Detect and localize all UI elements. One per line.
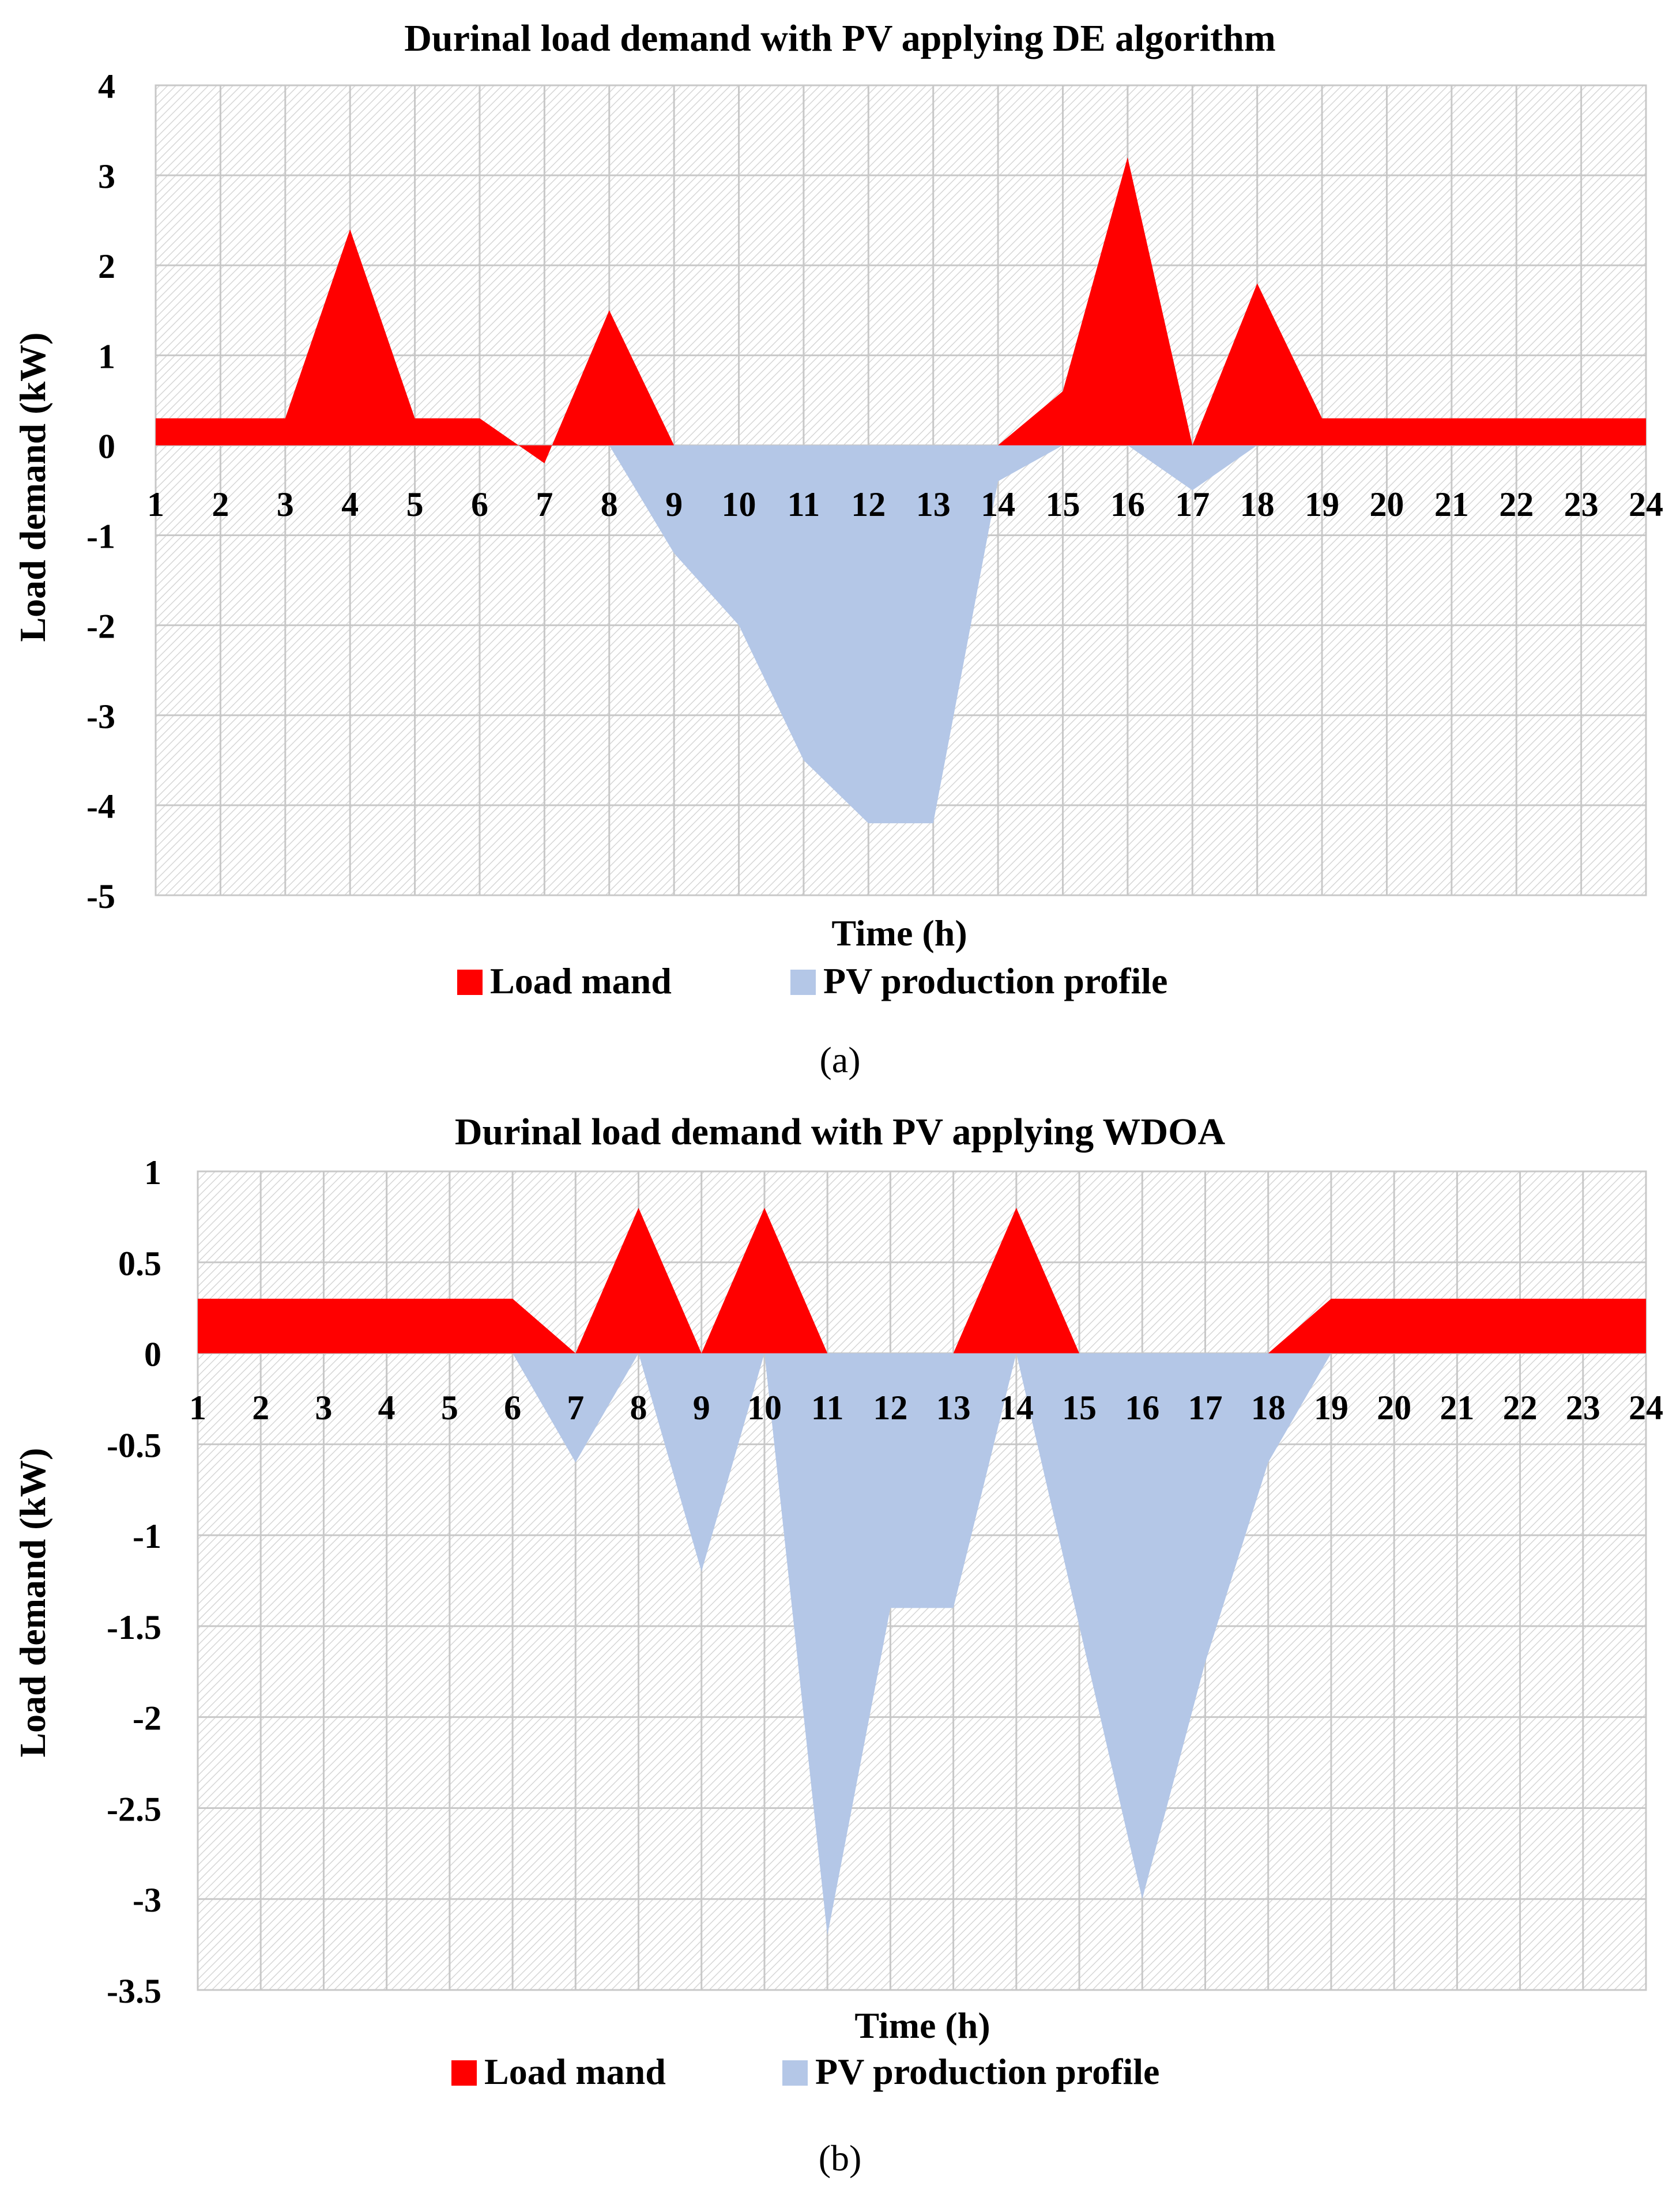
x-tick-label: 3 bbox=[277, 485, 294, 523]
x-tick-label: 17 bbox=[1188, 1389, 1222, 1427]
x-tick-label: 13 bbox=[916, 485, 951, 523]
series-area-pv bbox=[198, 1353, 1646, 1936]
legend-swatch-pv bbox=[790, 970, 816, 995]
legend-swatch-load bbox=[457, 970, 483, 995]
y-tick-label: -3 bbox=[133, 1881, 161, 1919]
y-tick-label: -2.5 bbox=[107, 1790, 161, 1828]
y-tick-label: -4 bbox=[86, 787, 115, 826]
x-tick-label: 23 bbox=[1566, 1389, 1600, 1427]
x-tick-label: 5 bbox=[406, 485, 424, 523]
y-tick-label: -1 bbox=[133, 1517, 161, 1555]
chart-b-legend: Load mand PV production profile bbox=[451, 2051, 1159, 2092]
chart-a-caption: (a) bbox=[819, 1039, 860, 1080]
x-tick-label: 24 bbox=[1629, 1389, 1663, 1427]
x-tick-label: 10 bbox=[722, 485, 756, 523]
x-tick-label: 11 bbox=[811, 1389, 844, 1427]
y-tick-label: 0 bbox=[98, 427, 115, 465]
chart-b-title: Durinal load demand with PV applying WDO… bbox=[455, 1111, 1226, 1153]
chart-b: Durinal load demand with PV applying WDO… bbox=[12, 1111, 1663, 2178]
chart-b-x-axis-label: Time (h) bbox=[854, 2005, 990, 2046]
y-tick-label: 4 bbox=[98, 67, 115, 105]
x-tick-label: 2 bbox=[212, 485, 229, 523]
x-tick-label: 15 bbox=[1062, 1389, 1097, 1427]
y-tick-label: 1 bbox=[144, 1154, 161, 1192]
x-tick-label: 18 bbox=[1240, 485, 1275, 523]
x-tick-label: 5 bbox=[441, 1389, 458, 1427]
y-tick-label: 0 bbox=[144, 1336, 161, 1374]
x-tick-label: 14 bbox=[999, 1389, 1034, 1427]
x-tick-label: 21 bbox=[1440, 1389, 1474, 1427]
y-tick-label: 3 bbox=[98, 157, 115, 195]
x-tick-label: 15 bbox=[1045, 485, 1080, 523]
chart-a: Durinal load demand with PV applying DE … bbox=[12, 17, 1663, 1080]
chart-b-y-ticks: 1 0.5 0 -0.5 -1 -1.5 -2 -2.5 -3 -3.5 bbox=[107, 1154, 161, 2010]
chart-b-x-ticks: 1 2 3 4 5 6 7 8 9 10 11 12 13 14 15 16 17 18 19 20 21 22 23 24 bbox=[189, 1389, 1663, 1427]
chart-b-caption: (b) bbox=[819, 2138, 862, 2178]
x-tick-label: 17 bbox=[1175, 485, 1210, 523]
x-tick-label: 7 bbox=[567, 1389, 584, 1427]
x-tick-label: 6 bbox=[504, 1389, 521, 1427]
x-tick-label: 9 bbox=[693, 1389, 710, 1427]
x-tick-label: 4 bbox=[378, 1389, 395, 1427]
legend-swatch-load bbox=[451, 2060, 477, 2086]
y-tick-label: -1.5 bbox=[107, 1608, 161, 1646]
x-tick-label: 14 bbox=[981, 485, 1015, 523]
x-tick-label: 4 bbox=[341, 485, 359, 523]
x-tick-label: 16 bbox=[1110, 485, 1145, 523]
x-tick-label: 19 bbox=[1314, 1389, 1348, 1427]
chart-a-x-axis-label: Time (h) bbox=[831, 913, 967, 953]
legend-label-load: Load mand bbox=[484, 2051, 666, 2092]
legend-label-pv: PV production profile bbox=[823, 960, 1167, 1001]
y-tick-label: 1 bbox=[98, 337, 115, 375]
series-area-load bbox=[198, 1208, 1646, 1354]
chart-b-y-axis-label: Load demand (kW) bbox=[12, 1448, 53, 1758]
y-tick-label: 2 bbox=[98, 247, 115, 285]
y-tick-label: -0.5 bbox=[107, 1426, 161, 1464]
x-tick-label: 2 bbox=[252, 1389, 269, 1427]
chart-a-series bbox=[156, 157, 1646, 824]
legend-label-pv: PV production profile bbox=[815, 2051, 1159, 2092]
series-area-load bbox=[156, 157, 1646, 463]
x-tick-label: 20 bbox=[1369, 485, 1404, 523]
x-tick-label: 9 bbox=[665, 485, 683, 523]
y-tick-label: -2 bbox=[86, 608, 115, 646]
x-tick-label: 16 bbox=[1125, 1389, 1159, 1427]
x-tick-label: 13 bbox=[936, 1389, 971, 1427]
x-tick-label: 6 bbox=[471, 485, 488, 523]
y-tick-label: -3.5 bbox=[107, 1972, 161, 2010]
series-area-pv bbox=[156, 445, 1646, 824]
legend-label-load: Load mand bbox=[490, 960, 672, 1001]
x-tick-label: 11 bbox=[788, 485, 820, 523]
x-tick-label: 21 bbox=[1434, 485, 1469, 523]
x-tick-label: 22 bbox=[1503, 1389, 1538, 1427]
x-tick-label: 10 bbox=[747, 1389, 782, 1427]
x-tick-label: 1 bbox=[147, 485, 164, 523]
x-tick-label: 22 bbox=[1499, 485, 1534, 523]
legend-swatch-pv bbox=[782, 2060, 808, 2086]
chart-a-y-axis-label: Load demand (kW) bbox=[12, 333, 53, 642]
chart-a-y-ticks: 4 3 2 1 0 -1 -2 -3 -4 -5 bbox=[86, 67, 115, 915]
y-tick-label: -5 bbox=[86, 877, 115, 915]
x-tick-label: 3 bbox=[315, 1389, 332, 1427]
x-tick-label: 12 bbox=[851, 485, 886, 523]
x-tick-label: 12 bbox=[873, 1389, 907, 1427]
chart-a-x-ticks: 1 2 3 4 5 6 7 8 9 10 11 12 13 14 15 16 17 18 19 20 21 22 23 24 bbox=[147, 485, 1663, 523]
y-tick-label: -3 bbox=[86, 698, 115, 736]
x-tick-label: 18 bbox=[1251, 1389, 1286, 1427]
x-tick-label: 8 bbox=[630, 1389, 647, 1427]
chart-b-series bbox=[198, 1208, 1646, 1936]
x-tick-label: 20 bbox=[1377, 1389, 1411, 1427]
x-tick-label: 23 bbox=[1564, 485, 1599, 523]
x-tick-label: 1 bbox=[189, 1389, 206, 1427]
y-tick-label: -1 bbox=[86, 518, 115, 556]
y-tick-label: 0.5 bbox=[118, 1245, 161, 1283]
x-tick-label: 7 bbox=[536, 485, 553, 523]
x-tick-label: 8 bbox=[601, 485, 618, 523]
chart-a-legend: Load mand PV production profile bbox=[457, 960, 1167, 1001]
chart-a-title: Durinal load demand with PV applying DE … bbox=[404, 17, 1276, 59]
x-tick-label: 24 bbox=[1629, 485, 1663, 523]
x-tick-label: 19 bbox=[1305, 485, 1339, 523]
y-tick-label: -2 bbox=[133, 1699, 161, 1737]
